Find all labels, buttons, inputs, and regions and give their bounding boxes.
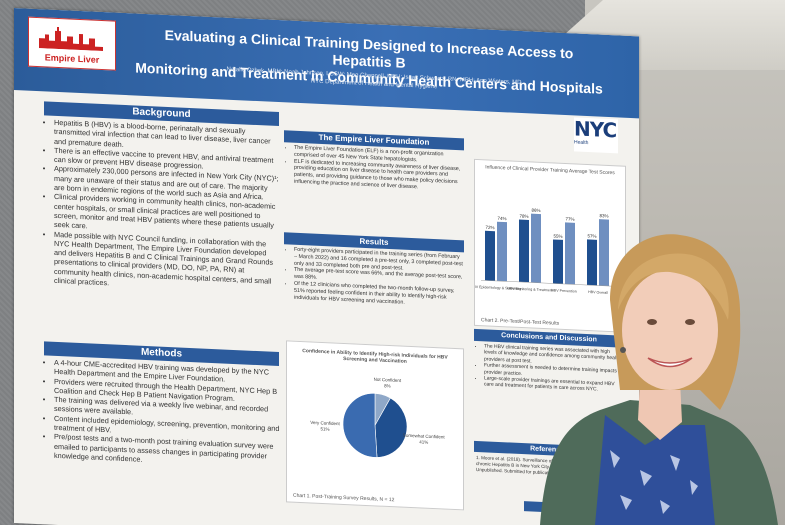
pie-slice-label: Not Confident: [374, 377, 402, 383]
pie-chart-panel: Confidence in Ability to Identify High-r…: [286, 340, 464, 511]
bar-value-label: 77%: [565, 216, 574, 221]
bar-mark: [565, 222, 575, 285]
bar-mark: [531, 213, 541, 283]
bar-value-label: 83%: [599, 213, 608, 218]
bar-mark: [485, 230, 495, 281]
results-section: Forty-eight providers participated in th…: [284, 246, 464, 309]
presenter-photo: [540, 234, 778, 525]
bar-mark: [599, 219, 609, 287]
background-bullet: Made possible with NYC Council funding, …: [54, 229, 280, 295]
bar-mark: [519, 219, 529, 283]
bar-mark: [497, 221, 507, 282]
bar-value-label: 86%: [531, 208, 540, 213]
bar-value-label: 55%: [553, 234, 562, 239]
bar-value-label: 74%: [497, 216, 506, 221]
skyline-icon: [39, 26, 103, 52]
bar-category-label: HBV Prevention: [551, 288, 577, 293]
nyc-logo-text: NYC: [574, 116, 617, 143]
pie-slice-pct: 41%: [419, 439, 428, 444]
pie-slice-label: Somewhat Confident: [403, 433, 446, 440]
bar-axis: [481, 279, 619, 287]
methods-section: A 4-hour CME-accredited HBV training was…: [44, 357, 280, 470]
bar-category-label: HBV Epidemiology & Screening: [475, 285, 521, 291]
bar-value-label: 57%: [587, 233, 596, 238]
bar-mark: [553, 239, 563, 284]
bar-category-label: HBV Overall: [588, 290, 608, 295]
pie-slice-label: Very Confident: [310, 420, 340, 426]
bar-value-label: 78%: [519, 214, 528, 219]
research-poster: Empire Liver Evaluating a Clinical Train…: [14, 8, 639, 525]
pie-slice-pct: 51%: [321, 426, 330, 431]
bar-mark: [587, 239, 597, 286]
bar-chart-title: Influence of Clinical Provider Training …: [485, 164, 615, 177]
foundation-section: The Empire Liver Foundation (ELF) is a n…: [284, 144, 464, 193]
nyc-health-logo: NYC Health: [574, 116, 618, 154]
bar-category-label: HBV Monitoring & Treatment: [507, 286, 553, 292]
background-section: Hepatitis B (HBV) is a blood-borne, peri…: [44, 117, 280, 295]
poster-header: Empire Liver Evaluating a Clinical Train…: [14, 8, 639, 119]
bar-value-label: 72%: [485, 225, 494, 230]
empire-liver-logo: Empire Liver: [28, 16, 116, 71]
pie-slice: [374, 397, 408, 458]
pie-slice: [342, 393, 378, 458]
logo-text: Empire Liver: [44, 52, 100, 65]
bar-chart-panel: Influence of Clinical Provider Training …: [474, 158, 626, 333]
pie-slice-pct: 8%: [384, 383, 391, 388]
bar-chart: 72%74% HBV Epidemiology & Screening 78%86%…: [475, 208, 619, 295]
